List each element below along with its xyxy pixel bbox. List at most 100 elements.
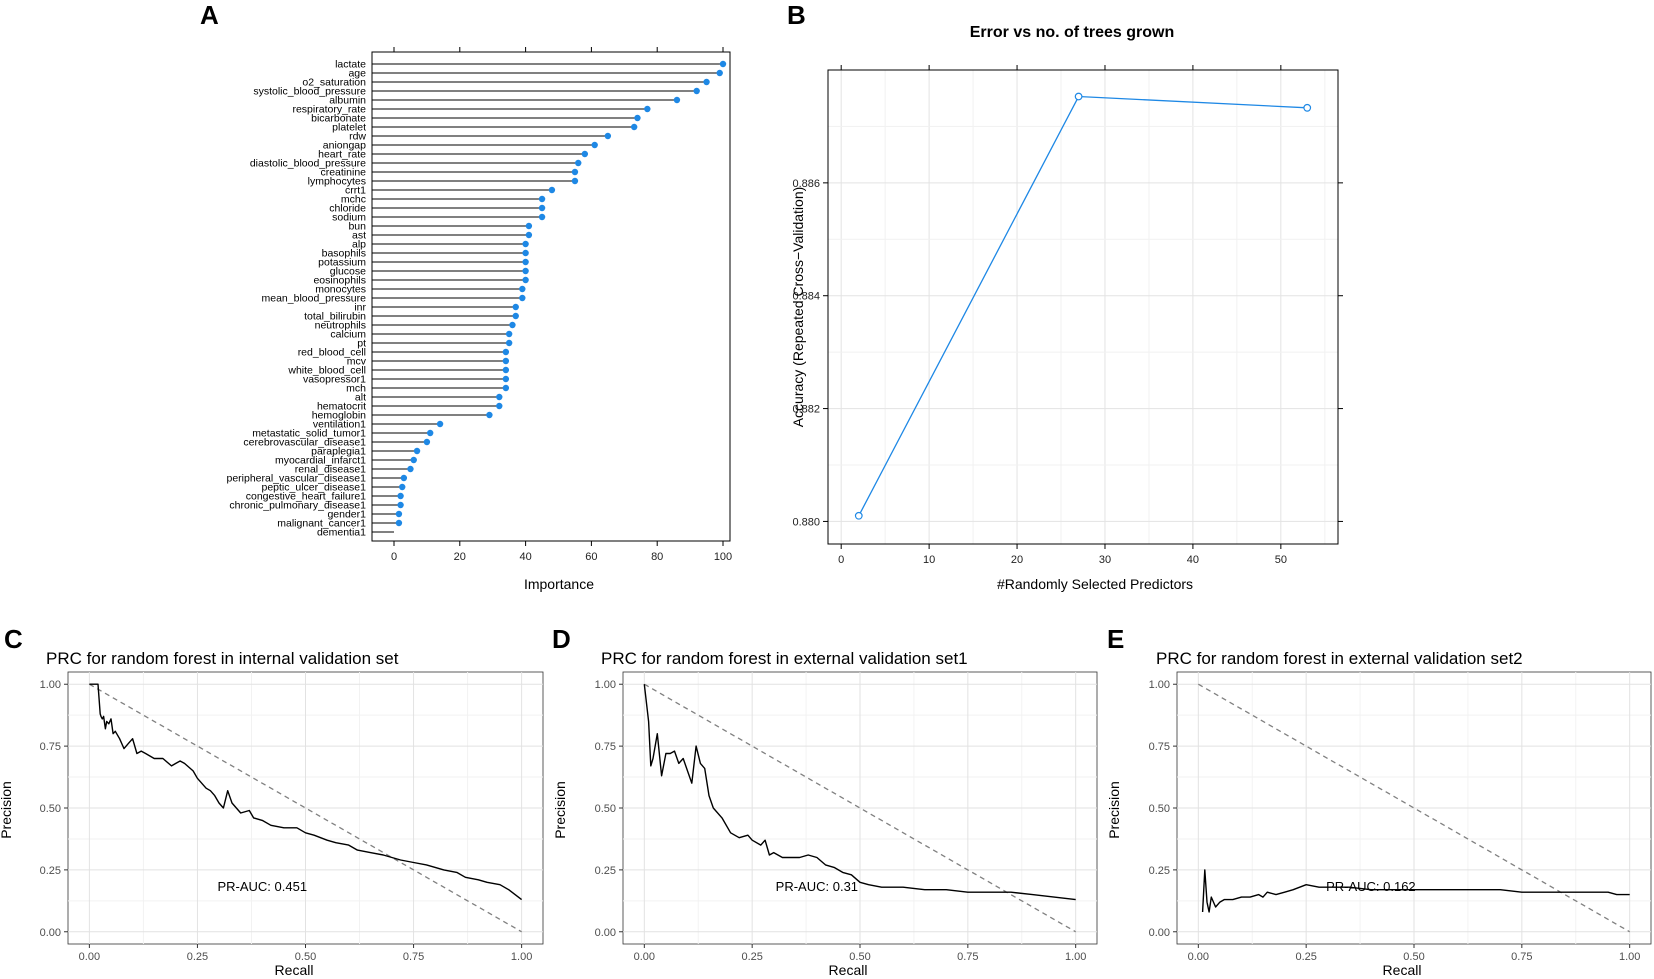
c-y-tick-label: 0.75 [40,741,61,753]
a-point [502,357,510,365]
a-variable-label: malignant_cancer1 [277,518,366,530]
a-point [426,429,434,437]
d-y-tick-label: 0.75 [595,741,616,753]
a-variable-label: metastatic_solid_tumor1 [252,428,366,440]
a-variable-label: vasopressor1 [303,374,366,386]
a-variable-label: peripheral_vascular_disease1 [226,473,366,485]
panel-a-x-ticks: 0 20 40 60 80 100 [391,47,732,563]
panel-label-e: E [1107,624,1124,654]
a-x-tick-label: 80 [651,551,663,563]
a-point [496,402,503,410]
a-point [423,438,431,446]
panel-c-x-label: Recall [275,962,314,978]
a-point [519,285,526,293]
e-x-tick-label: 0.25 [1295,951,1316,963]
c-y-tick-label: 0.00 [40,927,61,939]
a-point [505,339,513,347]
a-variable-label: creatinine [320,167,366,179]
a-variable-label: hematocrit [317,401,366,413]
panel-e-x-label: Recall [1383,962,1422,978]
a-variable-label: cerebrovascular_disease1 [243,437,366,449]
a-point [716,69,723,77]
a-variable-label: age [348,68,366,80]
d-y-tick-label: 0.50 [595,803,616,815]
panel-e-plot: 0.00 0.25 0.50 0.75 1.00 0.00 0.25 0.50 0.75 1.00 [1149,671,1652,963]
d-x-tick-label: 0.75 [957,951,978,963]
panel-d-title: PRC for random forest in external valida… [601,649,968,668]
panel-c-plot: 0.00 0.25 0.50 0.75 1.00 0.00 0.25 0.50 0.75 1.00 [40,671,544,963]
a-variable-label: calcium [330,329,366,341]
c-y-tick-label: 0.25 [40,865,61,877]
a-point [634,114,641,122]
a-point [703,78,710,86]
b-x-tick-label: 0 [838,554,844,566]
a-variable-label: inr [354,302,366,314]
c-x-tick-label: 0.50 [295,951,316,963]
a-point [538,204,546,212]
a-variable-label: alt [355,392,366,404]
a-variable-label: ventilation1 [313,419,366,431]
b-y-tick-label: 0.880 [792,516,820,528]
a-point [522,249,529,257]
a-variable-label: sodium [332,212,366,224]
a-point [522,267,529,275]
a-point [571,177,579,185]
a-point [399,483,406,491]
a-x-tick-label: 40 [519,551,531,563]
c-reference-line [89,683,522,933]
a-point [591,141,598,149]
a-point [395,510,403,518]
e-y-tick-label: 0.25 [1149,865,1170,877]
panel-a-frame [371,51,731,542]
d-y-tick-label: 0.00 [595,927,616,939]
a-variable-label: crrt1 [345,185,366,197]
a-point [397,492,404,500]
a-point [525,231,533,239]
a-point [673,96,681,104]
panel-label-b: B [787,0,806,30]
a-variable-label: heart_rate [318,149,366,161]
a-variable-label: myocardial_infarct1 [275,455,366,467]
b-y-tick-label: 0.884 [792,291,820,303]
d-y-tick-label: 0.25 [595,865,616,877]
panel-b-series [854,92,1312,520]
a-point [502,375,510,383]
a-point [395,519,403,527]
e-pr-curve [1201,869,1630,913]
e-x-tick-label: 0.50 [1403,951,1424,963]
a-variable-label: pt [357,338,366,350]
b-point [1074,92,1083,101]
panel-e-pr-auc: PR-AUC: 0.162 [1326,879,1416,894]
a-point [522,240,529,248]
a-point [512,303,519,311]
a-point [502,366,510,374]
a-point [581,150,589,158]
a-point [644,105,651,113]
b-point [1303,103,1312,112]
a-variable-label: bicarbonate [311,113,366,125]
a-point [486,411,493,419]
a-point [575,159,582,167]
a-x-tick-label: 0 [391,551,397,563]
panel-d-y-label: Precision [552,781,568,839]
a-variable-label: paraplegia1 [311,446,366,458]
a-x-tick-label: 100 [714,551,732,563]
b-x-tick-label: 40 [1187,554,1199,566]
a-variable-label: systolic_blood_pressure [253,86,366,98]
panel-label-a: A [200,0,219,30]
panel-d-x-label: Recall [829,962,868,978]
d-pr-curve [643,684,1076,901]
a-variable-label: renal_disease1 [295,464,366,476]
a-variable-label: eosinophils [313,275,366,287]
panel-a-x-label: Importance [524,576,594,592]
panel-c-pr-auc: PR-AUC: 0.451 [217,879,307,894]
a-point [571,168,579,176]
e-x-tick-label: 1.00 [1619,951,1640,963]
d-y-tick-label: 1.00 [595,679,616,691]
c-x-tick-label: 1.00 [511,951,532,963]
a-variable-label: lactate [335,59,366,71]
a-variable-label: lymphocytes [308,176,366,188]
a-variable-label: dementia1 [317,527,366,539]
panel-d-plot: 0.00 0.25 0.50 0.75 1.00 0.00 0.25 0.50 0.75 1.00 [595,671,1098,963]
